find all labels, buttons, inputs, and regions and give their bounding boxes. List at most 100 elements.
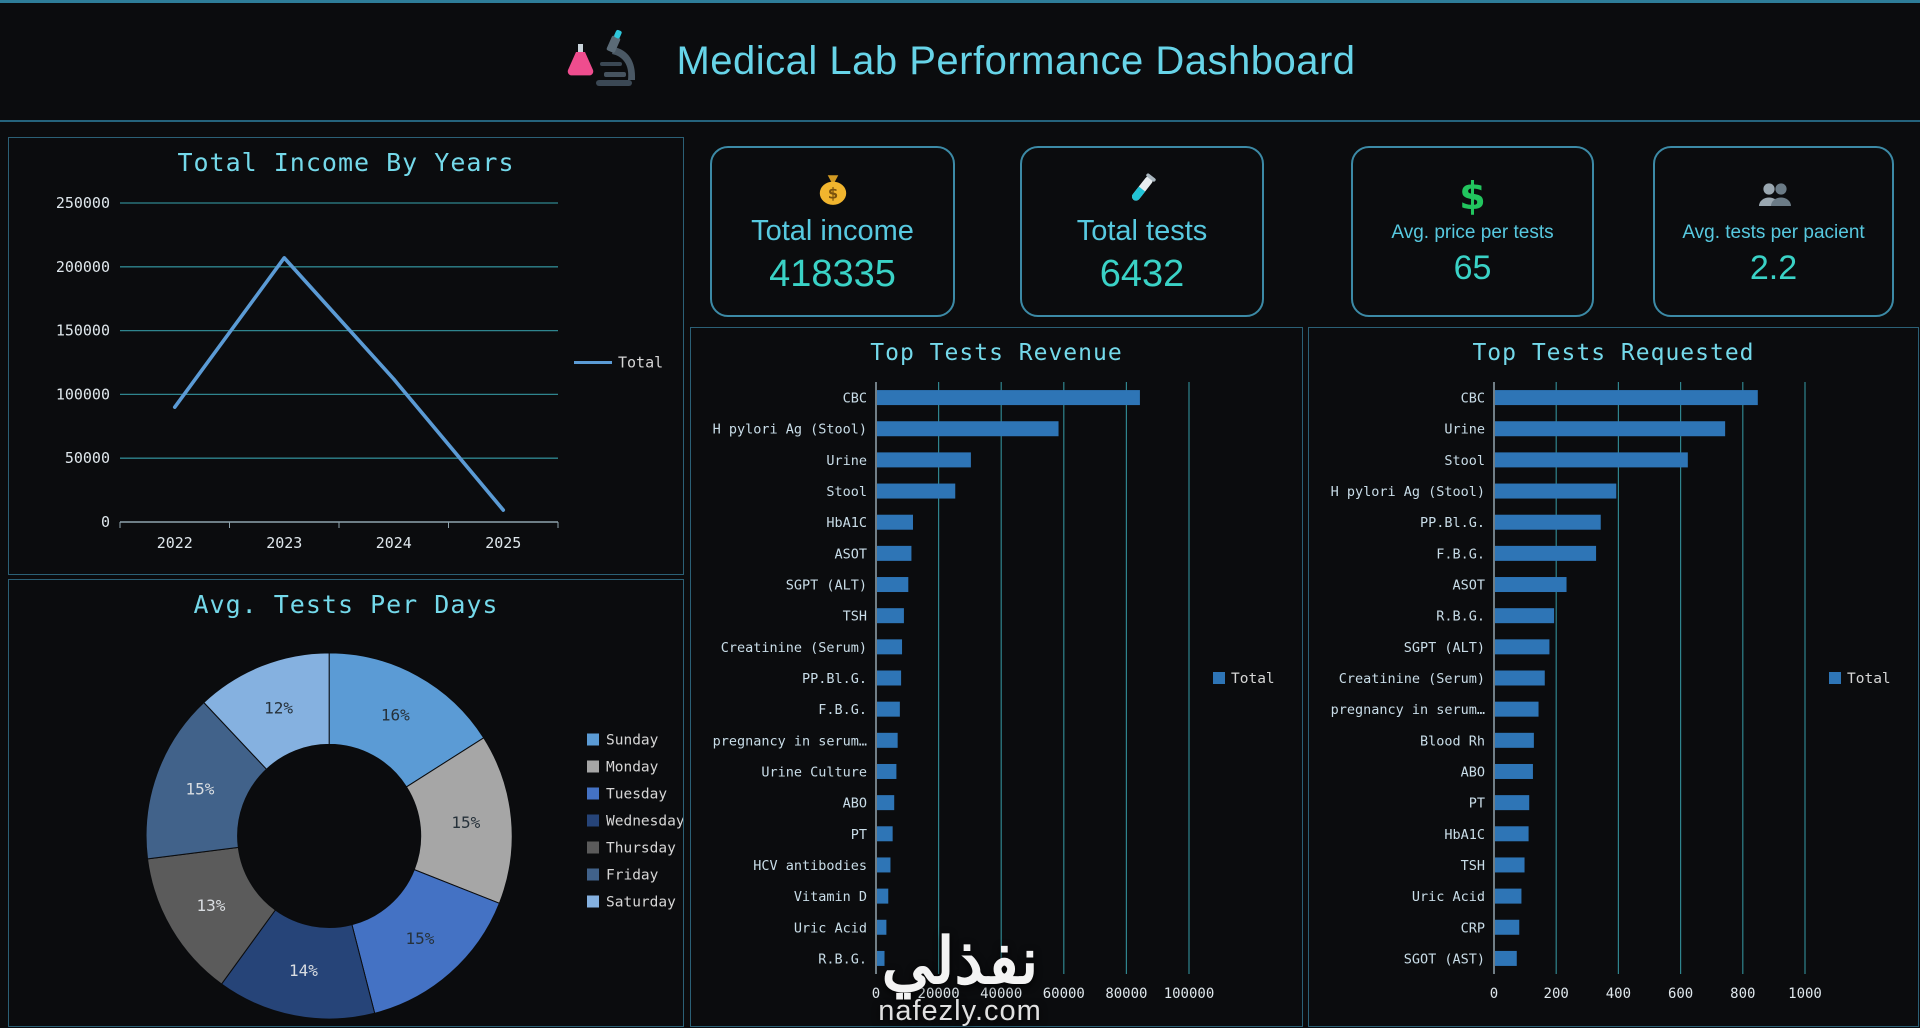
svg-text:20000: 20000 bbox=[918, 986, 960, 1002]
avg-tests-per-days-panel: Avg. Tests Per Days 16% 15% 15% 14% 13% 15% 12… bbox=[8, 579, 684, 1027]
svg-text:R.B.G.: R.B.G. bbox=[1436, 609, 1485, 625]
kpi-total-income: $ Total income 418335 bbox=[710, 146, 955, 317]
svg-text:150000: 150000 bbox=[56, 322, 110, 340]
svg-text:Uric Acid: Uric Acid bbox=[1412, 889, 1485, 905]
svg-text:0: 0 bbox=[1490, 986, 1498, 1002]
svg-text:15%: 15% bbox=[406, 929, 435, 948]
svg-text:Friday: Friday bbox=[606, 868, 659, 884]
svg-text:SGPT (ALT): SGPT (ALT) bbox=[786, 578, 867, 594]
svg-text:16%: 16% bbox=[381, 706, 410, 725]
svg-text:50000: 50000 bbox=[65, 449, 110, 467]
svg-text:CBC: CBC bbox=[843, 391, 867, 407]
svg-text:Urine: Urine bbox=[1444, 422, 1485, 438]
svg-text:2025: 2025 bbox=[485, 534, 521, 552]
svg-text:Vitamin D: Vitamin D bbox=[794, 889, 867, 905]
svg-text:ASOT: ASOT bbox=[834, 546, 867, 562]
svg-text:40000: 40000 bbox=[980, 986, 1022, 1002]
svg-text:60000: 60000 bbox=[1043, 986, 1085, 1002]
svg-text:15%: 15% bbox=[451, 813, 480, 832]
svg-text:Saturday: Saturday bbox=[606, 895, 676, 911]
svg-text:H pylori Ag (Stool): H pylori Ag (Stool) bbox=[1331, 484, 1485, 500]
svg-text:$: $ bbox=[827, 185, 837, 202]
kpi-label: Avg. price per tests bbox=[1391, 222, 1554, 243]
kpi-value: 65 bbox=[1453, 249, 1492, 287]
svg-text:2022: 2022 bbox=[157, 534, 193, 552]
svg-text:CRP: CRP bbox=[1461, 920, 1485, 936]
revenue-chart-title: Top Tests Revenue bbox=[870, 340, 1123, 366]
kpi-value: 2.2 bbox=[1749, 249, 1798, 287]
svg-text:PT: PT bbox=[1469, 796, 1485, 812]
svg-text:CBC: CBC bbox=[1461, 391, 1485, 407]
svg-text:1000: 1000 bbox=[1788, 986, 1822, 1002]
kpi-avg-price-per-test: $ Avg. price per tests 65 bbox=[1351, 146, 1594, 317]
top-tests-requested-panel: Top Tests Requested 0 200 400 600 800 1000 CBC… bbox=[1308, 327, 1919, 1027]
svg-text:Uric Acid: Uric Acid bbox=[794, 920, 867, 936]
kpi-value: 418335 bbox=[769, 252, 896, 295]
page-title: Medical Lab Performance Dashboard bbox=[676, 39, 1356, 83]
kpi-label: Total income bbox=[751, 214, 914, 247]
svg-text:Total: Total bbox=[1231, 671, 1275, 687]
svg-text:Stool: Stool bbox=[826, 484, 867, 500]
svg-text:HbA1C: HbA1C bbox=[826, 515, 867, 531]
svg-text:800: 800 bbox=[1730, 986, 1755, 1002]
svg-text:Urine Culture: Urine Culture bbox=[761, 764, 867, 780]
svg-text:PP.Bl.G.: PP.Bl.G. bbox=[1420, 515, 1485, 531]
svg-text:Creatinine (Serum): Creatinine (Serum) bbox=[721, 640, 867, 656]
top-tests-revenue-panel: Top Tests Revenue 0 20000 40000 60000 80000 1… bbox=[690, 327, 1303, 1027]
svg-text:Tuesday: Tuesday bbox=[606, 787, 667, 803]
svg-text:15%: 15% bbox=[186, 779, 215, 798]
income-line-chart: 0 50000 100000 150000 200000 250000 2022 2023 20… bbox=[56, 194, 663, 552]
svg-text:Monday: Monday bbox=[606, 760, 659, 776]
svg-text:Thursday: Thursday bbox=[606, 841, 676, 857]
svg-text:100000: 100000 bbox=[56, 385, 110, 403]
tests-requested-bar-chart: 0 200 400 600 800 1000 CBC Urine Stool H pylori A… bbox=[1331, 382, 1891, 1002]
tests-per-day-donut-chart: 16% 15% 15% 14% 13% 15% 12% Sunday Monday Tuesday… bbox=[145, 652, 683, 1020]
svg-text:Stool: Stool bbox=[1444, 453, 1485, 469]
svg-text:12%: 12% bbox=[264, 698, 293, 717]
people-icon bbox=[1754, 175, 1794, 217]
svg-text:250000: 250000 bbox=[56, 194, 110, 212]
svg-text:PT: PT bbox=[851, 827, 867, 843]
svg-text:Urine: Urine bbox=[826, 453, 867, 469]
svg-text:200000: 200000 bbox=[56, 258, 110, 276]
svg-text:R.B.G.: R.B.G. bbox=[818, 951, 867, 967]
svg-text:SGOT (AST): SGOT (AST) bbox=[1404, 951, 1485, 967]
svg-text:F.B.G.: F.B.G. bbox=[1436, 546, 1485, 562]
svg-text:Total: Total bbox=[1847, 671, 1891, 687]
svg-text:2023: 2023 bbox=[266, 534, 302, 552]
svg-text:HCV antibodies: HCV antibodies bbox=[753, 858, 867, 874]
svg-text:0: 0 bbox=[872, 986, 880, 1002]
tests-revenue-bar-chart: 0 20000 40000 60000 80000 100000 CBC H pylori A… bbox=[713, 382, 1275, 1002]
svg-text:SGPT (ALT): SGPT (ALT) bbox=[1404, 640, 1485, 656]
svg-text:ASOT: ASOT bbox=[1452, 578, 1485, 594]
kpi-value: 6432 bbox=[1099, 252, 1185, 295]
total-income-by-years-panel: Total Income By Years 0 50000 100000 150000… bbox=[8, 137, 684, 575]
requested-chart-title: Top Tests Requested bbox=[1472, 340, 1755, 366]
svg-text:80000: 80000 bbox=[1105, 986, 1147, 1002]
svg-text:HbA1C: HbA1C bbox=[1444, 827, 1485, 843]
svg-text:ABO: ABO bbox=[843, 796, 867, 812]
svg-text:400: 400 bbox=[1606, 986, 1631, 1002]
kpi-avg-tests-per-patient: Avg. tests per pacient 2.2 bbox=[1653, 146, 1894, 317]
svg-text:100000: 100000 bbox=[1164, 986, 1215, 1002]
svg-text:ABO: ABO bbox=[1461, 764, 1485, 780]
header: Medical Lab Performance Dashboard bbox=[0, 0, 1920, 122]
days-chart-title: Avg. Tests Per Days bbox=[193, 590, 499, 619]
svg-text:H pylori Ag (Stool): H pylori Ag (Stool) bbox=[713, 422, 867, 438]
svg-text:0: 0 bbox=[101, 513, 110, 531]
svg-text:14%: 14% bbox=[289, 961, 318, 980]
svg-text:200: 200 bbox=[1544, 986, 1569, 1002]
kpi-total-tests: Total tests 6432 bbox=[1020, 146, 1264, 317]
test-tube-icon bbox=[1123, 168, 1161, 210]
svg-text:TSH: TSH bbox=[1461, 858, 1485, 874]
svg-text:Sunday: Sunday bbox=[606, 733, 659, 749]
svg-text:Total: Total bbox=[618, 354, 663, 372]
money-bag-icon: $ bbox=[814, 168, 852, 210]
svg-text:Wednesday: Wednesday bbox=[606, 814, 683, 830]
svg-text:Blood Rh: Blood Rh bbox=[1420, 733, 1485, 749]
svg-text:Creatinine (Serum): Creatinine (Serum) bbox=[1339, 671, 1485, 687]
svg-text:600: 600 bbox=[1668, 986, 1693, 1002]
svg-text:TSH: TSH bbox=[843, 609, 867, 625]
svg-text:pregnancy in serum…: pregnancy in serum… bbox=[713, 733, 867, 749]
